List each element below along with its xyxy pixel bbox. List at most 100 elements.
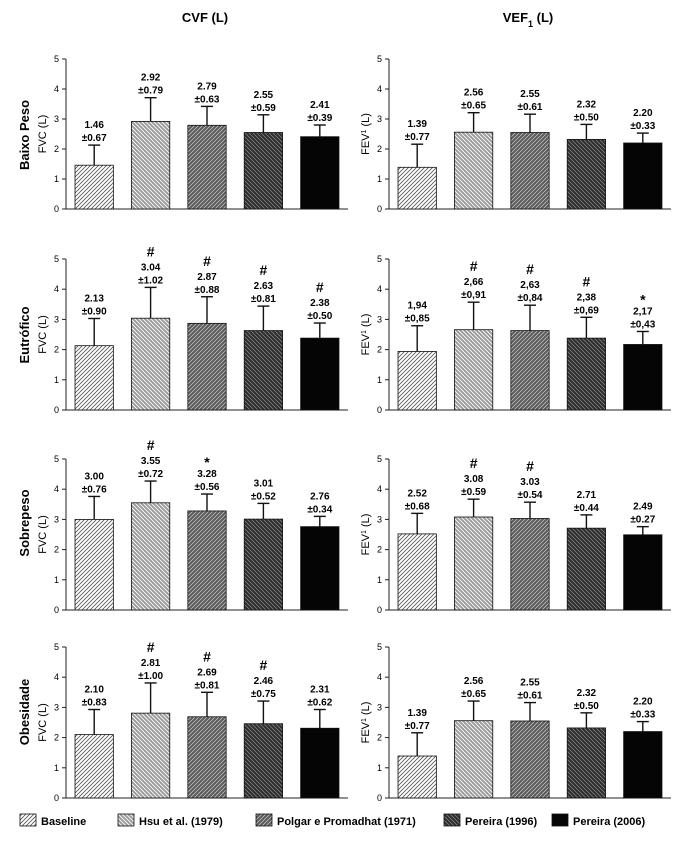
value-label: 3.55 xyxy=(141,456,161,467)
legend-swatch xyxy=(117,813,135,827)
hash-mark: # xyxy=(203,253,211,269)
panel-6: 0 1 2 3 4 5 FEV1 (L) ±0.68 2.52 ±0.59 3.08 # ±0.54 3.… xyxy=(360,454,671,615)
y-tick-label: 2 xyxy=(377,144,382,154)
bar xyxy=(454,131,494,210)
error-label: ±0.50 xyxy=(574,112,599,123)
value-label: 3.08 xyxy=(464,474,484,485)
panel-7: 0 1 2 3 4 5 FVC (L) ±0.83 2.10 ±1.00 2.81 # ±0.81 2.6… xyxy=(37,639,348,803)
column-title-vef-text: VEF xyxy=(503,10,528,25)
error-label: ±0.65 xyxy=(461,101,486,112)
bar xyxy=(74,164,114,210)
value-label: 2.38 xyxy=(310,298,330,309)
y-axis-label: FVC (L) xyxy=(37,515,49,554)
error-label: ±0,43 xyxy=(630,319,655,330)
bar xyxy=(131,121,171,210)
bar xyxy=(397,351,437,411)
value-label: 2.69 xyxy=(197,667,217,678)
bar xyxy=(566,138,606,210)
error-label: ±0.75 xyxy=(251,689,276,700)
value-label: 2.32 xyxy=(577,688,597,699)
panel-1: 0 1 2 3 4 5 FVC (L) ±0.67 1.46 ±0.79 2.92 ±0.63 2.79… xyxy=(37,54,348,214)
error-label: ±0,91 xyxy=(461,290,486,301)
row-title-obesidade: Obesidade xyxy=(17,679,32,745)
row-title-eutrofico: Eutrófico xyxy=(17,306,32,363)
error-label: ±0.33 xyxy=(630,121,655,132)
y-tick-label: 3 xyxy=(377,114,382,124)
value-label: 2.55 xyxy=(520,89,540,100)
error-label: ±0.65 xyxy=(461,689,486,700)
bar xyxy=(300,337,340,411)
error-label: ±0.88 xyxy=(195,285,220,296)
y-tick-label: 1 xyxy=(54,174,59,184)
error-label: ±0.77 xyxy=(405,132,430,143)
y-tick-label: 1 xyxy=(54,575,59,585)
bar xyxy=(623,731,663,799)
hash-mark: # xyxy=(147,243,155,259)
y-tick-label: 0 xyxy=(377,204,382,214)
column-title-vef: VEF1 (L) xyxy=(503,10,554,29)
y-tick-label: 5 xyxy=(54,54,59,64)
legend-item: Polgar e Promadhat (1971) xyxy=(255,813,416,828)
bar xyxy=(74,734,114,799)
panel-5: 0 1 2 3 4 5 FVC (L) ±0.76 3.00 ±0.72 3.55 # ±0.56 3.2… xyxy=(37,437,348,615)
panel-2: 0 1 2 3 4 5 FEV1 (L) ±0.77 1.39 ±0.65 2.56 ±0.61 2.5… xyxy=(360,54,671,214)
legend-label: Pereira (2006) xyxy=(573,816,645,828)
panel-8: 0 1 2 3 4 5 FEV1 (L) ±0.77 1.39 ±0.65 2.56 ±0.61 2.5… xyxy=(360,642,671,803)
legend-item: Pereira (1996) xyxy=(443,813,537,828)
bar xyxy=(454,516,494,611)
legend-label: Baseline xyxy=(41,816,86,828)
error-label: ±0.50 xyxy=(307,311,332,322)
y-axis-label: FVC (L) xyxy=(37,315,49,354)
bar xyxy=(397,533,437,611)
y-tick-label: 1 xyxy=(54,375,59,385)
panel-4: 0 1 2 3 4 5 FEV1 (L) ±0,85 1,94 ±0,91 2,66 # ±0,84 2,… xyxy=(360,254,671,415)
value-label: 2.32 xyxy=(577,99,597,110)
column-title-cvf: CVF (L) xyxy=(182,10,228,25)
value-label: 2.13 xyxy=(84,293,104,304)
bar xyxy=(510,518,550,611)
y-tick-label: 3 xyxy=(377,514,382,524)
y-tick-label: 0 xyxy=(54,405,59,415)
legend-swatch xyxy=(443,813,461,827)
error-label: ±0.77 xyxy=(405,721,430,732)
legend-swatch xyxy=(551,813,569,827)
y-tick-label: 5 xyxy=(377,642,382,652)
value-label: 2.49 xyxy=(633,502,653,513)
bar xyxy=(454,720,494,799)
bar xyxy=(74,519,114,611)
bar xyxy=(131,712,171,799)
y-tick-label: 2 xyxy=(377,733,382,743)
value-label: 2.55 xyxy=(254,90,274,101)
value-label: 2.20 xyxy=(633,108,653,119)
error-label: ±0.56 xyxy=(195,482,220,493)
error-label: ±0.61 xyxy=(518,102,543,113)
bar xyxy=(243,132,283,210)
hash-mark: # xyxy=(583,273,591,289)
hash-mark: # xyxy=(203,648,211,664)
bar xyxy=(243,330,283,411)
hash-mark: # xyxy=(470,258,478,274)
y-tick-label: 3 xyxy=(54,514,59,524)
hash-mark: # xyxy=(147,437,155,453)
bar xyxy=(623,534,663,611)
error-label: ±0.34 xyxy=(307,504,332,515)
value-label: 2.76 xyxy=(310,491,330,502)
y-tick-label: 5 xyxy=(377,254,382,264)
y-tick-label: 0 xyxy=(54,605,59,615)
value-label: 3.28 xyxy=(197,469,217,480)
error-label: ±0.68 xyxy=(405,501,430,512)
y-tick-label: 0 xyxy=(54,204,59,214)
bar xyxy=(131,502,171,611)
column-title-cvf-text: CVF (L) xyxy=(182,10,228,25)
y-tick-label: 4 xyxy=(377,284,382,294)
value-label: 2.56 xyxy=(464,676,484,687)
bar xyxy=(187,322,227,411)
value-label: 1.46 xyxy=(84,120,104,131)
y-axis-label: FVC (L) xyxy=(37,115,49,154)
value-label: 2.20 xyxy=(633,697,653,708)
value-label: 2,63 xyxy=(520,280,540,291)
bar xyxy=(510,330,550,411)
bar xyxy=(243,723,283,799)
y-axis-label: FEV1 (L) xyxy=(360,702,372,744)
